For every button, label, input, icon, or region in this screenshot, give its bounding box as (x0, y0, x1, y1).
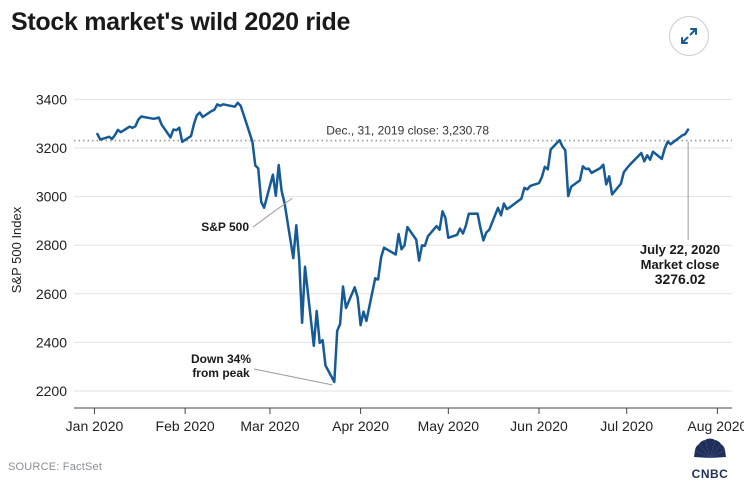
x-tick-label: Aug 2020 (687, 418, 744, 434)
grid-lines (74, 98, 732, 392)
y-tick-label: 2400 (36, 334, 67, 350)
annotation-drawdown: from peak (192, 366, 250, 380)
reference-line-label: Dec., 31, 2019 close: 3,230.78 (326, 124, 489, 138)
y-tick-label: 3400 (36, 91, 67, 107)
y-tick-label: 2800 (36, 237, 67, 253)
peacock-icon: CNBC (692, 438, 729, 481)
y-axis-label: S&P 500 Index (9, 206, 24, 293)
x-tick-label: Jun 2020 (510, 418, 568, 434)
annotation-market-close: Market close (641, 257, 720, 272)
annotation-series-name: S&P 500 (201, 220, 249, 234)
annotation-market-close: 3276.02 (655, 271, 706, 287)
x-tick-label: Mar 2020 (240, 418, 299, 434)
chart-area: 2200 2400 2600 2800 3000 3200 3400 Jan 2020 Feb … (9, 91, 744, 434)
source-note: SOURCE: FactSet (8, 461, 103, 473)
annotations: S&P 500 Down 34%from peak July 22, 2020Mar… (191, 141, 720, 386)
expand-arrows-icon (681, 28, 697, 44)
series-line-sp500 (96, 101, 690, 384)
y-tick-label: 2600 (36, 286, 67, 302)
reference-line-group: Dec., 31, 2019 close: 3,230.78 (74, 124, 732, 142)
x-tick-label: Jul 2020 (600, 418, 653, 434)
y-tick-label: 3000 (36, 189, 67, 205)
y-tick-label: 2200 (36, 383, 67, 399)
x-tick-label: Apr 2020 (332, 418, 389, 434)
axes: 2200 2400 2600 2800 3000 3200 3400 Jan 2020 Feb … (9, 91, 744, 434)
x-tick-label: May 2020 (418, 418, 480, 434)
annotation-market-close: July 22, 2020 (640, 242, 720, 257)
x-tick-label: Feb 2020 (156, 418, 215, 434)
expand-button[interactable] (669, 16, 709, 56)
y-tick-label: 3200 (36, 140, 67, 156)
chart-title: Stock market's wild 2020 ride (11, 8, 351, 36)
annotation-drawdown: Down 34% (191, 352, 251, 366)
x-tick-label: Jan 2020 (66, 418, 124, 434)
logo-text: CNBC (692, 467, 729, 481)
series-group (96, 101, 690, 384)
annotation-leader (252, 197, 293, 228)
annotation-leader (253, 368, 333, 386)
